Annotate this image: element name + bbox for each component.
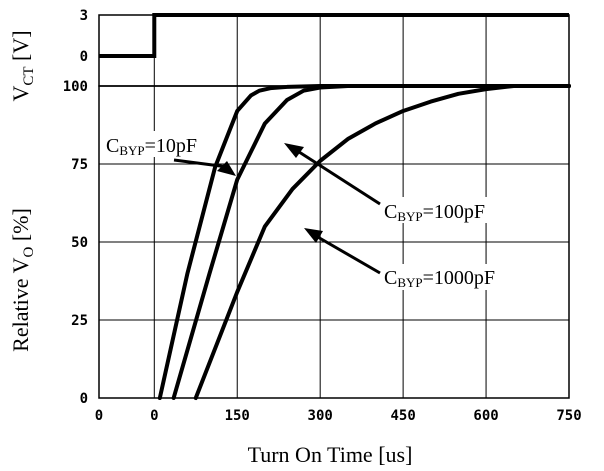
vct-series <box>99 13 569 58</box>
relative-vo-y-tick-labels: 0 25 50 75 100 <box>63 79 88 407</box>
annotation-1000pf-arrow-head <box>304 228 323 243</box>
annotation-10pf-label: CBYP=10pF <box>106 135 197 158</box>
annotation-1000pf-arrow-line <box>315 234 381 275</box>
series-line-1 <box>171 84 571 400</box>
series-line-2 <box>193 84 571 400</box>
annotation-100pf-label: CBYP=100pF <box>384 201 485 224</box>
relative-vo-series <box>157 84 571 400</box>
x-tick-labels: 0 0 150 300 450 600 750 <box>95 408 582 424</box>
annotation-10pf-bg <box>103 131 205 157</box>
vct-y-tick-label-1: 3 <box>80 8 88 24</box>
y-tick-label-0: 0 <box>80 391 88 407</box>
vct-panel: 03 VCT [V] <box>8 8 570 102</box>
series-annotations: CBYP=10pF CBYP=100pF CBYP=1000pF <box>103 131 533 290</box>
annotation-1000pf-bg <box>381 264 533 290</box>
x-tick-label-1: 0 <box>150 408 158 424</box>
y-tick-label-3: 75 <box>71 157 88 173</box>
relative-vo-y-axis-label: Relative VO [%] <box>8 208 37 352</box>
x-axis-label: Turn On Time [us] <box>248 442 413 467</box>
vct-series-line-0 <box>99 13 569 58</box>
relative-vo-grid <box>99 86 569 398</box>
vct-y-tick-labels: 03 <box>80 8 88 65</box>
x-tick-label-5: 600 <box>473 408 498 424</box>
x-tick-label-6: 750 <box>556 408 581 424</box>
annotation-100pf-arrow-line <box>295 148 381 206</box>
vct-y-axis-label: VCT [V] <box>8 30 37 101</box>
series-line-0 <box>157 84 571 400</box>
annotation-1000pf: CBYP=1000pF <box>304 228 533 290</box>
vct-y-tick-label-0: 0 <box>80 49 88 65</box>
annotation-100pf-arrow-head <box>284 143 304 158</box>
vct-grid <box>153 15 487 86</box>
annotation-100pf-bg <box>381 197 501 223</box>
annotation-10pf-arrow-head <box>217 161 236 176</box>
annotation-10pf-arrow-line <box>173 158 229 169</box>
annotation-10pf: CBYP=10pF <box>103 131 236 176</box>
y-tick-label-4: 100 <box>63 79 88 95</box>
annotation-100pf: CBYP=100pF <box>284 143 501 224</box>
x-tick-label-0: 0 <box>95 408 103 424</box>
y-tick-label-2: 50 <box>71 235 88 251</box>
x-tick-label-3: 300 <box>308 408 333 424</box>
annotation-1000pf-label: CBYP=1000pF <box>384 267 495 290</box>
x-tick-label-4: 450 <box>390 408 415 424</box>
x-tick-label-2: 150 <box>225 408 250 424</box>
y-tick-label-1: 25 <box>71 313 88 329</box>
